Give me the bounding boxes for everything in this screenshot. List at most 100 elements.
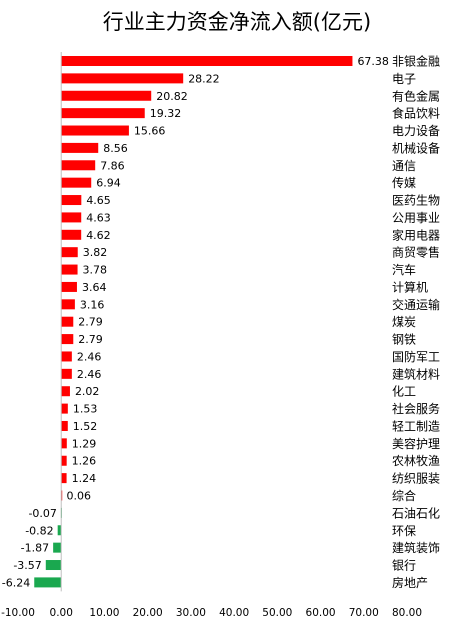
- bar: [61, 160, 96, 171]
- bar-value-label: -1.87: [21, 542, 49, 555]
- bar-value-label: 1.29: [72, 437, 97, 450]
- category-label: 农林牧渔: [392, 454, 440, 468]
- bars-group: [34, 56, 353, 588]
- category-label: 建筑装饰: [392, 540, 440, 555]
- bar-value-label: 2.46: [77, 368, 102, 381]
- bar-value-label: 1.52: [73, 420, 98, 433]
- category-label: 化工: [392, 385, 416, 399]
- bar: [61, 351, 72, 362]
- x-tick-label: 80.00: [392, 607, 422, 619]
- bar-value-label: 6.94: [96, 177, 121, 190]
- bar: [61, 195, 82, 206]
- bar: [57, 525, 62, 536]
- bar-value-label: 3.78: [83, 264, 108, 277]
- bar: [61, 125, 129, 136]
- bar: [61, 334, 74, 345]
- bar: [45, 560, 62, 571]
- bar: [61, 368, 72, 379]
- x-tick-label: 40.00: [219, 607, 249, 619]
- bar: [34, 577, 62, 588]
- bar-value-label: 2.02: [75, 385, 100, 398]
- category-labels-group: 非银金融电子有色金属食品饮料电力设备机械设备通信传媒医药生物公用事业家用电器商贸…: [392, 54, 440, 590]
- bar: [61, 281, 77, 292]
- bar-value-label: -0.07: [28, 507, 56, 520]
- bar-value-label: 19.32: [150, 107, 182, 120]
- bar-value-label: 4.65: [86, 194, 111, 207]
- bar-value-label: 20.82: [156, 90, 188, 103]
- bar-value-label: 2.79: [78, 333, 103, 346]
- category-label: 房地产: [392, 575, 428, 590]
- bar-value-label: 2.46: [77, 350, 102, 363]
- category-label: 煤炭: [392, 315, 416, 329]
- bar-value-label: 4.62: [86, 229, 111, 242]
- bar: [61, 403, 68, 414]
- category-label: 通信: [392, 159, 416, 173]
- bar-value-label: 3.64: [82, 281, 107, 294]
- category-label: 综合: [392, 488, 416, 503]
- bar-value-label: 8.56: [103, 142, 128, 155]
- bar: [61, 264, 78, 275]
- x-axis-ticks-group: -10.00 0.00 10.00 20.00 30.00 40.00 50.00 60.00…: [1, 607, 422, 619]
- x-tick-label: 20.00: [133, 607, 163, 619]
- bar: [61, 108, 145, 119]
- bar-value-label: 1.26: [72, 455, 97, 468]
- bar: [61, 455, 67, 466]
- category-label: 公用事业: [392, 211, 440, 225]
- bar-value-label: 7.86: [100, 159, 125, 172]
- bar-value-label: -6.24: [2, 576, 30, 589]
- bar-value-label: 67.38: [357, 55, 389, 68]
- x-tick-label: 50.00: [262, 607, 292, 619]
- category-label: 计算机: [392, 279, 428, 294]
- category-label: 传媒: [392, 175, 416, 190]
- category-label: 电力设备: [392, 124, 440, 138]
- bar-value-label: 1.24: [72, 472, 97, 485]
- category-label: 汽车: [392, 262, 416, 277]
- bar: [61, 56, 353, 66]
- bar-value-label: 0.06: [66, 490, 91, 503]
- bar: [53, 542, 62, 553]
- bar: [61, 299, 75, 310]
- bar-value-label: 2.79: [78, 316, 103, 329]
- bar: [61, 212, 82, 223]
- category-label: 社会服务: [392, 401, 440, 416]
- bar-value-label: -0.82: [25, 524, 53, 537]
- bar: [61, 438, 67, 449]
- category-label: 交通运输: [392, 297, 440, 312]
- category-label: 环保: [392, 524, 416, 538]
- bar-value-label: 15.66: [134, 125, 166, 138]
- category-label: 机械设备: [392, 140, 440, 155]
- category-label: 电子: [392, 72, 416, 86]
- bar: [61, 420, 68, 431]
- bar-value-label: 3.16: [80, 298, 105, 311]
- bar: [61, 177, 92, 188]
- bar-value-label: -3.57: [13, 559, 41, 572]
- bar: [61, 142, 99, 153]
- category-label: 家用电器: [392, 227, 440, 242]
- bar-value-label: 1.53: [73, 403, 98, 416]
- bar-value-label: 4.63: [86, 211, 111, 224]
- category-label: 有色金属: [392, 88, 440, 103]
- category-label: 石油石化: [392, 506, 440, 520]
- category-label: 轻工制造: [392, 419, 440, 433]
- category-label: 银行: [392, 559, 416, 573]
- x-tick-label: 30.00: [176, 607, 206, 619]
- bar: [61, 247, 78, 258]
- category-label: 非银金融: [392, 54, 440, 69]
- category-label: 商贸零售: [392, 245, 440, 260]
- x-tick-label: -10.00: [1, 607, 35, 619]
- bar: [61, 386, 70, 397]
- bar: [61, 90, 152, 101]
- x-tick-label: 10.00: [89, 607, 119, 619]
- bar-value-label: 3.82: [83, 246, 108, 259]
- category-label: 建筑材料: [392, 366, 440, 381]
- category-label: 食品饮料: [392, 106, 440, 121]
- bar-value-label: 28.22: [188, 72, 220, 85]
- chart-title: 行业主力资金净流入额(亿元): [103, 10, 371, 34]
- category-label: 国防军工: [392, 349, 440, 364]
- bar: [61, 73, 184, 84]
- x-tick-label: 0.00: [50, 607, 73, 619]
- x-tick-label: 70.00: [349, 607, 379, 619]
- bar: [61, 229, 82, 240]
